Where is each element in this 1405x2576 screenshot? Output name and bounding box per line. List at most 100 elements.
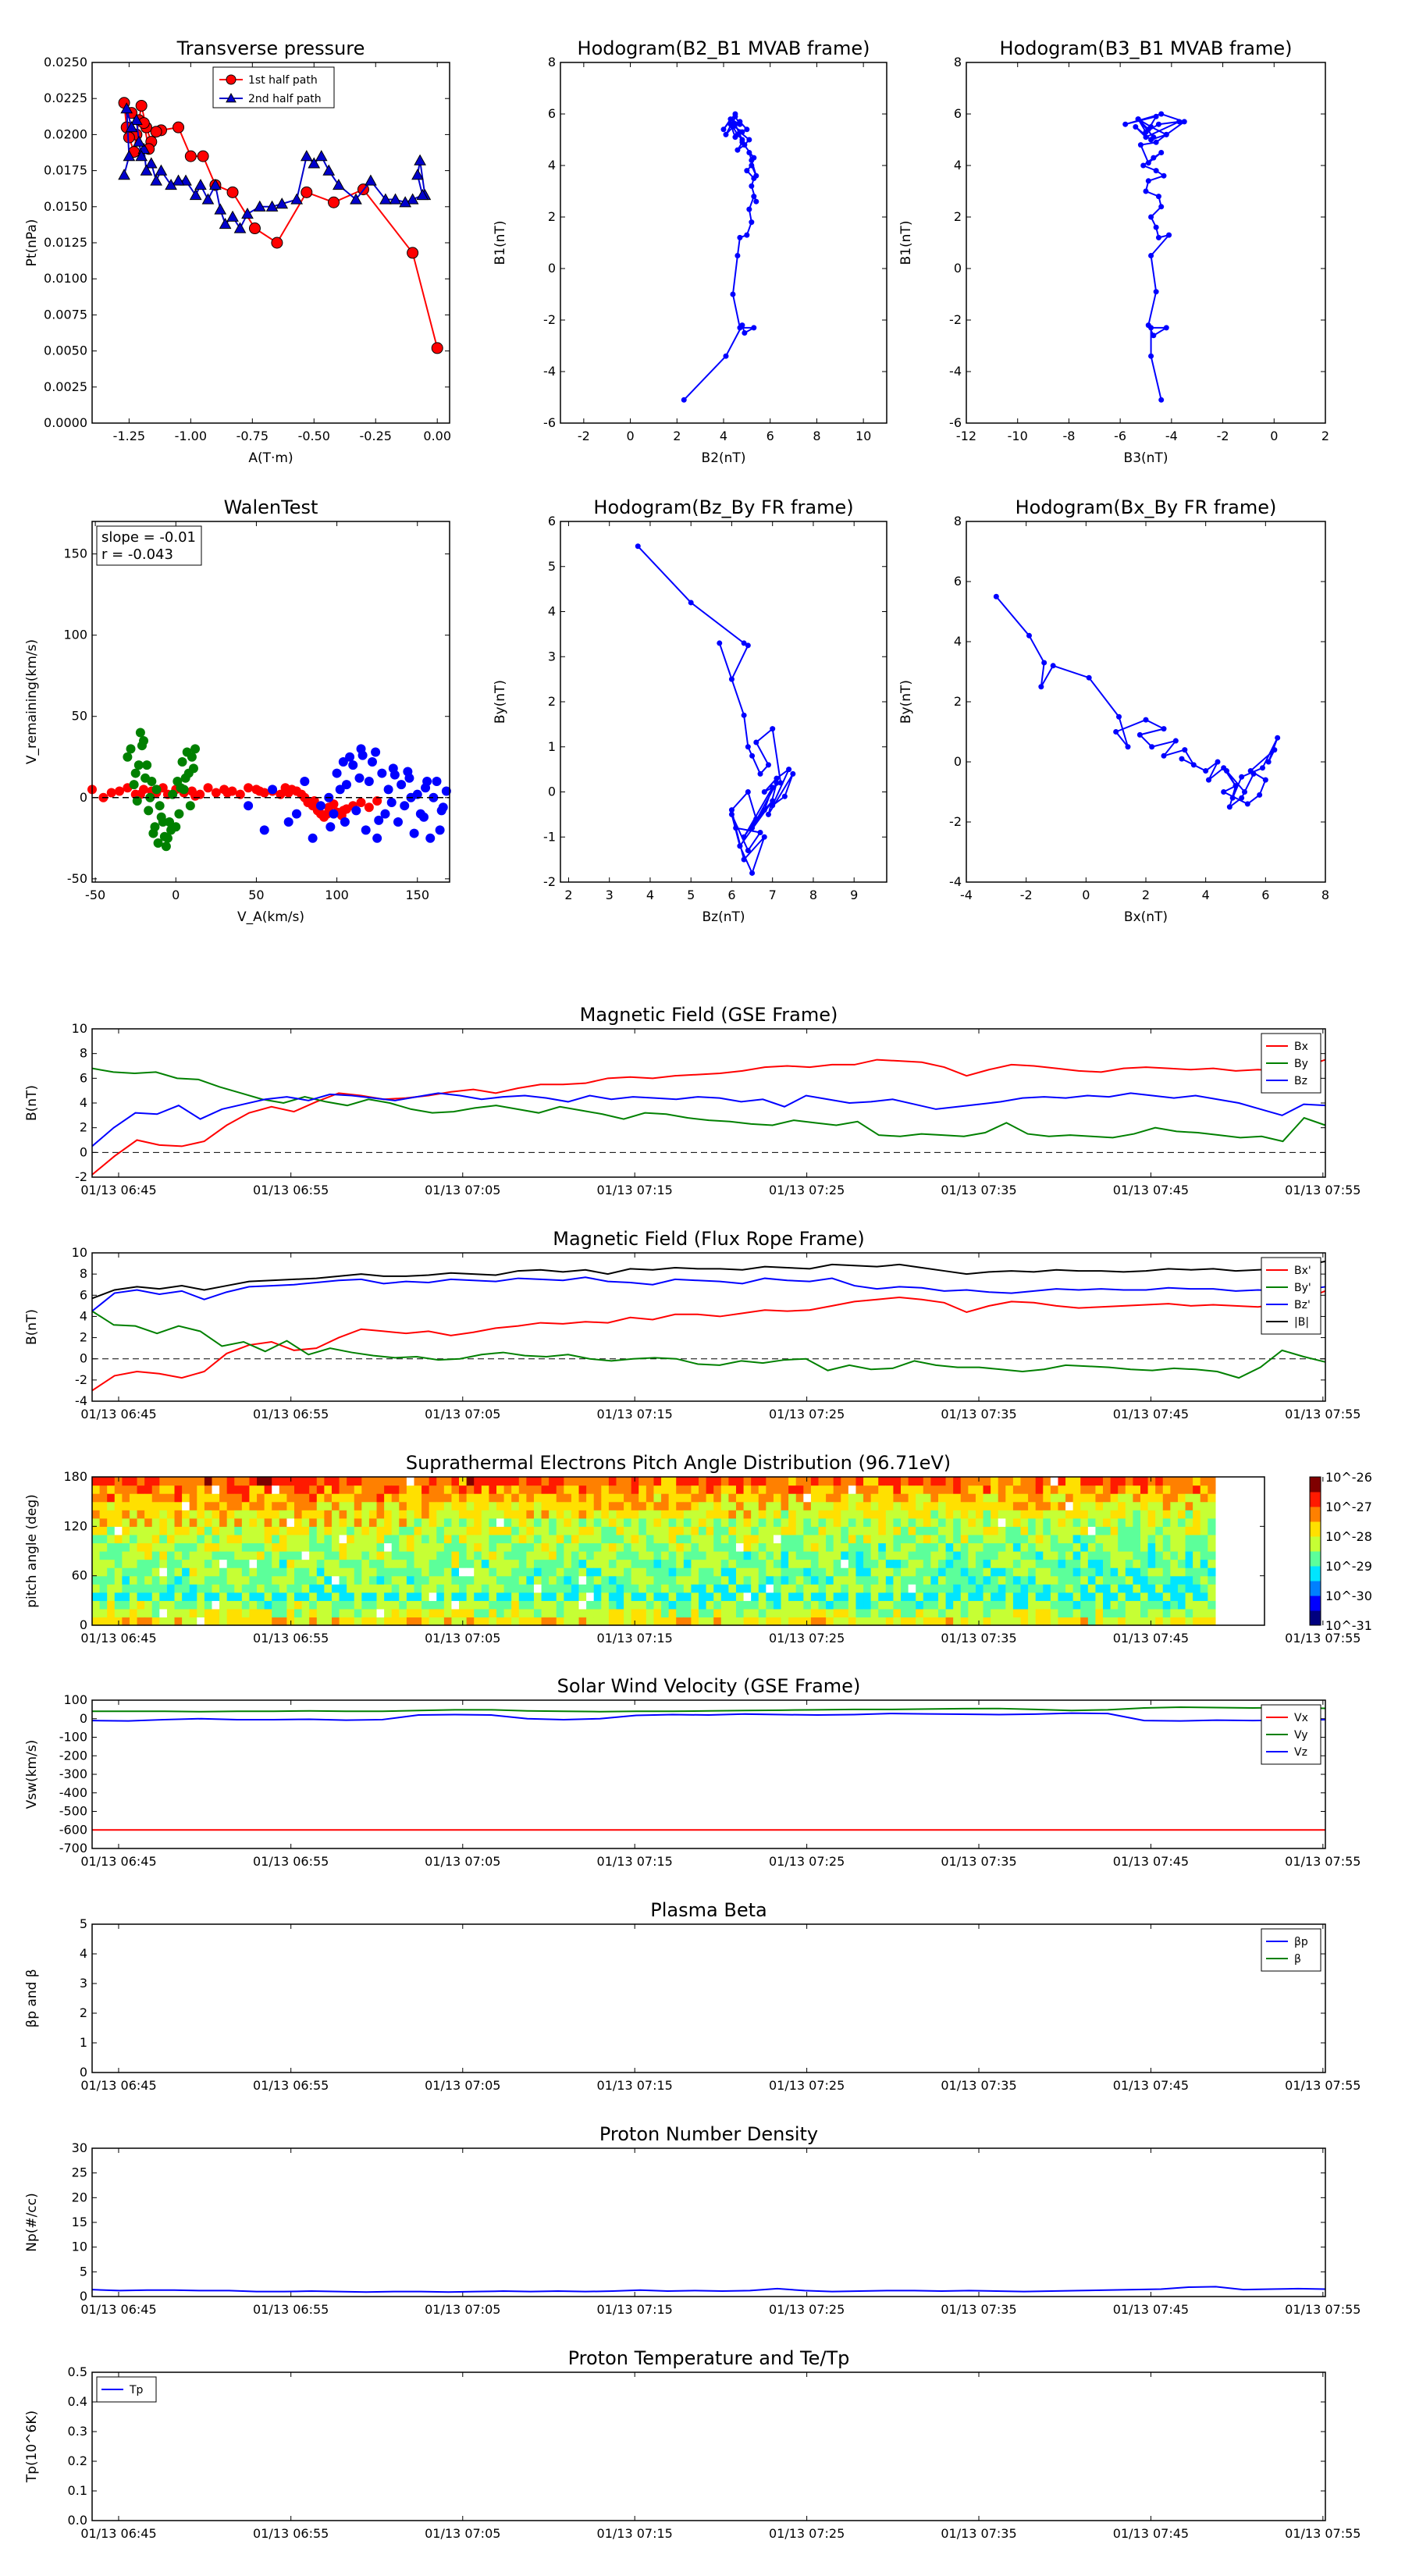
heatmap-cell (885, 1567, 895, 1577)
heatmap-cell (841, 1485, 849, 1494)
heatmap-cell (474, 1551, 482, 1560)
heatmap-cell (826, 1567, 834, 1577)
heatmap-cell (107, 1517, 116, 1527)
heatmap-cell (414, 1584, 422, 1593)
heatmap-cell (556, 1501, 564, 1510)
heatmap-cell (489, 1542, 497, 1552)
heatmap-cell (159, 1567, 168, 1577)
heatmap-cell (960, 1542, 969, 1552)
data-point (425, 833, 436, 843)
heatmap-cell (795, 1493, 804, 1503)
data-point (749, 219, 755, 226)
data-point (389, 193, 402, 205)
heatmap-cell (511, 1584, 520, 1593)
data-point (276, 789, 286, 799)
heatmap-cell (803, 1501, 812, 1510)
x-tick-label: -0.25 (360, 429, 392, 443)
plot-frame (91, 1699, 1326, 1849)
heatmap-cell (361, 1600, 370, 1610)
heatmap-cell (1043, 1517, 1051, 1527)
data-point (1158, 204, 1165, 210)
heatmap-cell (586, 1567, 595, 1577)
heatmap-cell (608, 1477, 617, 1486)
heatmap-cell (399, 1592, 407, 1601)
x-tick-label: 6 (727, 888, 735, 902)
heatmap-cell (968, 1551, 976, 1560)
colorbar-tick-label: 10^-31 (1325, 1618, 1372, 1633)
heatmap-cell (1110, 1477, 1119, 1486)
heatmap-cell (1050, 1485, 1059, 1494)
heatmap-cell (923, 1592, 931, 1601)
series-bz- (91, 1276, 1326, 1312)
heatmap-cell (983, 1551, 991, 1560)
x-tick-label: 8 (809, 888, 817, 902)
heatmap-cell (234, 1559, 243, 1568)
heatmap-cell (638, 1584, 647, 1593)
heatmap-cell (668, 1526, 677, 1535)
heatmap-cell (991, 1551, 999, 1560)
heatmap-cell (975, 1534, 984, 1544)
heatmap-cell (1155, 1477, 1164, 1486)
heatmap-cell (122, 1510, 130, 1519)
heatmap-cell (564, 1567, 572, 1577)
heatmap-cell (1147, 1485, 1156, 1494)
heatmap-cell (1050, 1617, 1059, 1626)
heatmap-cell (122, 1501, 130, 1510)
heatmap-cell (1012, 1559, 1022, 1568)
heatmap-cell (706, 1510, 714, 1519)
heatmap-cell (272, 1493, 280, 1503)
y-tick-label: 6 (80, 1287, 87, 1302)
heatmap-cell (422, 1517, 430, 1527)
heatmap-cell (803, 1485, 812, 1494)
heatmap-cell (331, 1567, 340, 1577)
heatmap-cell (429, 1477, 437, 1486)
heatmap-cell (788, 1559, 797, 1568)
heatmap-cell (339, 1510, 347, 1519)
heatmap-cell (653, 1493, 662, 1503)
heatmap-cell (713, 1559, 722, 1568)
heatmap-cell (1065, 1477, 1074, 1486)
data-point (745, 744, 751, 750)
series-line (637, 546, 794, 876)
heatmap-cell (316, 1592, 325, 1601)
heatmap-cell (354, 1485, 362, 1494)
heatmap-cell (1005, 1526, 1014, 1535)
heatmap-cell (429, 1542, 437, 1552)
data-point (283, 817, 293, 827)
heatmap-cell (945, 1542, 954, 1552)
heatmap-cell (773, 1592, 782, 1601)
heatmap-cell (945, 1493, 954, 1503)
x-tick-label: -0.50 (298, 429, 330, 443)
heatmap-cell (443, 1551, 453, 1560)
heatmap-cell (586, 1608, 595, 1618)
data-point (356, 798, 366, 808)
heatmap-cell (1162, 1501, 1171, 1510)
heatmap-cell (930, 1575, 939, 1585)
heatmap-cell (376, 1526, 385, 1535)
heatmap-cell (624, 1510, 632, 1519)
heatmap-cell (503, 1617, 512, 1626)
heatmap-cell (937, 1551, 947, 1560)
heatmap-cell (368, 1567, 378, 1577)
heatmap-cell (264, 1501, 272, 1510)
heatmap-cell (668, 1567, 677, 1577)
heatmap-cell (361, 1501, 370, 1510)
x-tick-label: -10 (1008, 429, 1028, 443)
heatmap-cell (376, 1493, 385, 1503)
heatmap-cell (197, 1501, 205, 1510)
x-tick-label: 01/13 07:55 (1285, 2302, 1361, 2317)
heatmap-cell (968, 1501, 976, 1510)
heatmap-cell (998, 1485, 1006, 1494)
heatmap-cell (354, 1510, 362, 1519)
y-tick-label: 25 (72, 2165, 87, 2180)
y-tick-label: 120 (63, 1518, 87, 1533)
heatmap-cell (826, 1534, 834, 1544)
heatmap-cell (129, 1617, 138, 1626)
heatmap-cell (1058, 1517, 1066, 1527)
heatmap-cell (422, 1501, 430, 1510)
heatmap-cell (945, 1510, 954, 1519)
heatmap-cell (1028, 1559, 1037, 1568)
heatmap-cell (272, 1542, 280, 1552)
series-2 (244, 744, 451, 843)
data-point (774, 780, 780, 786)
